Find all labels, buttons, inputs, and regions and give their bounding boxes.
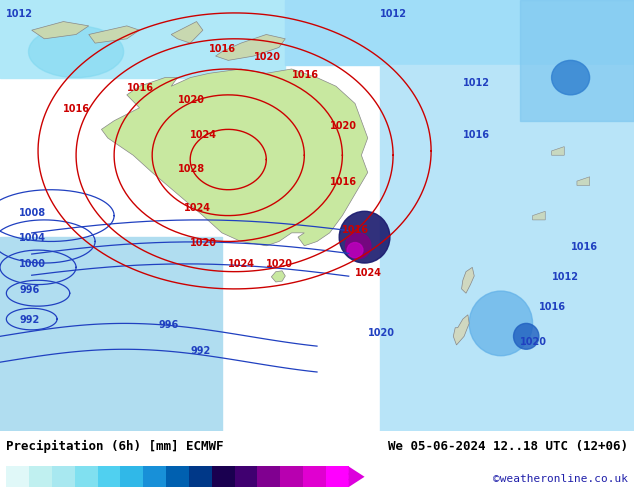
Bar bbox=[0, 0, 285, 77]
Text: 996: 996 bbox=[158, 319, 179, 330]
Text: 992: 992 bbox=[19, 316, 39, 325]
Polygon shape bbox=[89, 26, 139, 43]
Bar bbox=[280, 466, 303, 487]
Ellipse shape bbox=[469, 291, 533, 356]
Text: 1012: 1012 bbox=[380, 9, 408, 19]
Text: 1024: 1024 bbox=[228, 259, 256, 270]
Text: 1016: 1016 bbox=[571, 242, 598, 252]
Bar bbox=[520, 0, 634, 121]
Bar bbox=[303, 466, 326, 487]
Bar bbox=[29, 466, 52, 487]
Bar bbox=[75, 466, 98, 487]
Text: 1016: 1016 bbox=[330, 177, 357, 187]
Ellipse shape bbox=[29, 26, 124, 77]
Text: 1020: 1020 bbox=[330, 122, 357, 131]
Text: 1020: 1020 bbox=[266, 259, 294, 270]
Text: 1012: 1012 bbox=[6, 9, 34, 19]
Text: 1020: 1020 bbox=[178, 96, 205, 105]
Bar bbox=[98, 466, 120, 487]
Text: Precipitation (6h) [mm] ECMWF: Precipitation (6h) [mm] ECMWF bbox=[6, 440, 224, 453]
Bar bbox=[380, 65, 634, 431]
Text: 1024: 1024 bbox=[184, 203, 211, 213]
Text: 992: 992 bbox=[190, 345, 210, 356]
Text: 1000: 1000 bbox=[19, 259, 46, 270]
Bar bbox=[120, 466, 143, 487]
Polygon shape bbox=[533, 211, 545, 220]
Bar bbox=[52, 466, 75, 487]
Text: 1008: 1008 bbox=[19, 208, 46, 218]
Bar bbox=[189, 466, 212, 487]
Bar bbox=[143, 466, 166, 487]
Polygon shape bbox=[552, 147, 564, 155]
Text: 1016: 1016 bbox=[539, 302, 566, 313]
Ellipse shape bbox=[346, 233, 371, 259]
Text: 996: 996 bbox=[19, 285, 39, 295]
Polygon shape bbox=[216, 34, 285, 60]
Text: 1016: 1016 bbox=[292, 70, 319, 79]
Text: 1024: 1024 bbox=[355, 268, 382, 278]
Polygon shape bbox=[32, 22, 89, 39]
Text: 1016: 1016 bbox=[342, 225, 370, 235]
Text: 1020: 1020 bbox=[254, 52, 281, 62]
Bar bbox=[326, 466, 349, 487]
Text: 1016: 1016 bbox=[127, 82, 154, 93]
Text: We 05-06-2024 12..18 UTC (12+06): We 05-06-2024 12..18 UTC (12+06) bbox=[387, 440, 628, 453]
Text: 1020: 1020 bbox=[520, 337, 547, 347]
Ellipse shape bbox=[347, 243, 363, 258]
Polygon shape bbox=[462, 268, 474, 293]
Text: 1024: 1024 bbox=[190, 130, 217, 140]
Text: 1028: 1028 bbox=[178, 165, 205, 174]
Text: ©weatheronline.co.uk: ©weatheronline.co.uk bbox=[493, 474, 628, 484]
Polygon shape bbox=[453, 315, 469, 345]
Polygon shape bbox=[101, 69, 368, 246]
Bar bbox=[212, 466, 235, 487]
Bar bbox=[235, 466, 257, 487]
Text: 1012: 1012 bbox=[552, 272, 579, 282]
Polygon shape bbox=[171, 22, 203, 43]
Text: 1020: 1020 bbox=[190, 238, 217, 248]
Ellipse shape bbox=[514, 323, 539, 349]
Bar bbox=[6, 466, 29, 487]
Text: 1020: 1020 bbox=[368, 328, 395, 338]
Bar bbox=[285, 0, 634, 65]
Polygon shape bbox=[271, 271, 285, 282]
Text: 1004: 1004 bbox=[19, 233, 46, 244]
Bar bbox=[257, 466, 280, 487]
Text: 1016: 1016 bbox=[463, 130, 490, 140]
Bar bbox=[166, 466, 189, 487]
Polygon shape bbox=[349, 466, 365, 487]
Ellipse shape bbox=[552, 60, 590, 95]
Polygon shape bbox=[577, 177, 590, 185]
Text: 1016: 1016 bbox=[209, 44, 236, 54]
Bar bbox=[0, 237, 222, 431]
Text: 1016: 1016 bbox=[63, 104, 91, 114]
Ellipse shape bbox=[339, 211, 390, 263]
Text: 1012: 1012 bbox=[463, 78, 490, 88]
